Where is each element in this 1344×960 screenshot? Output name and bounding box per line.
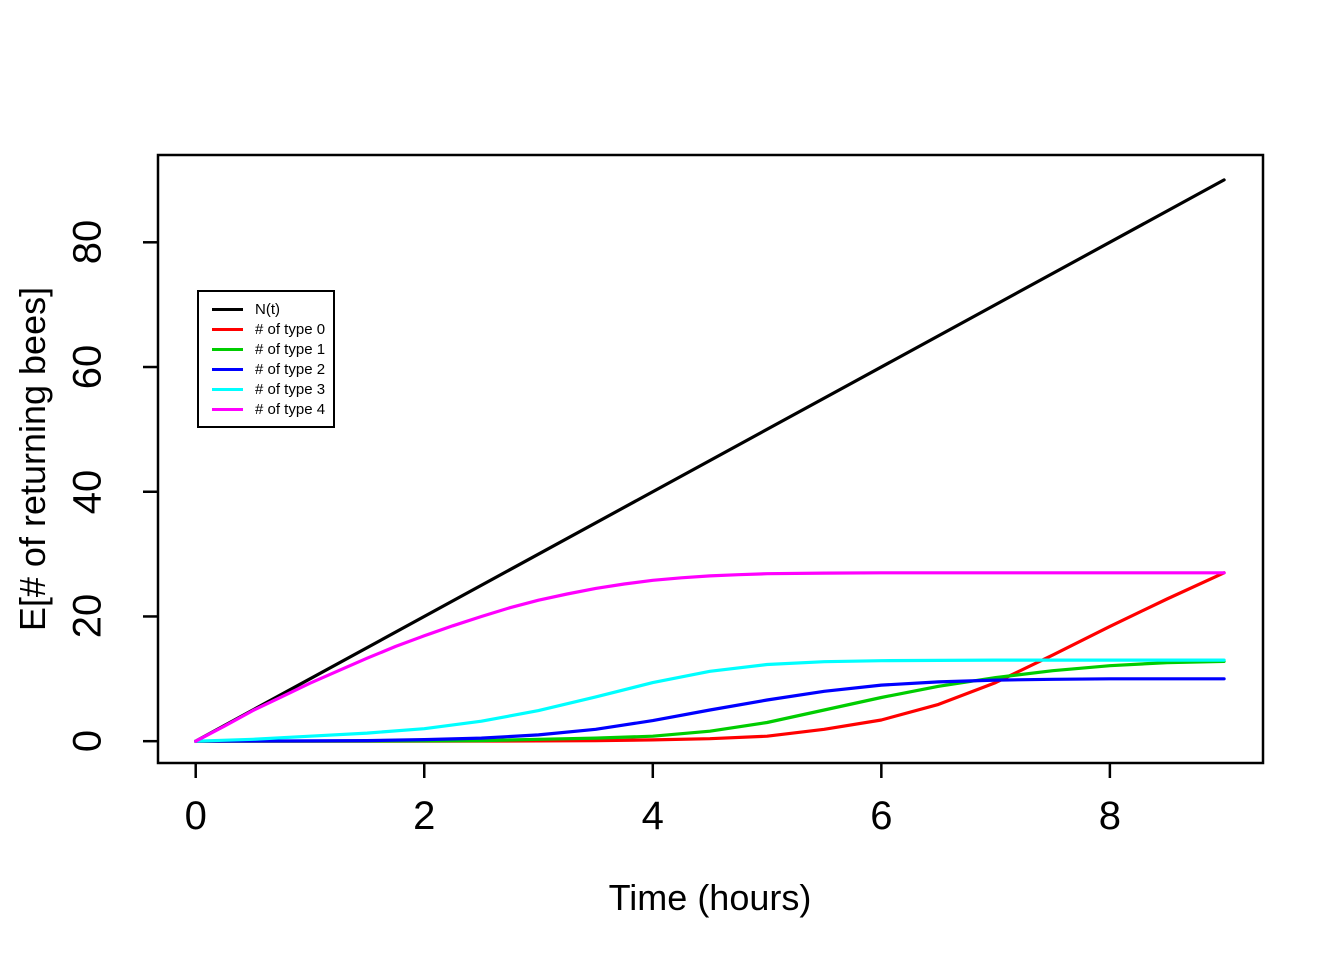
x-tick-label-3: 6: [870, 794, 893, 838]
legend-label: # of type 4: [255, 400, 326, 418]
legend-label: # of type 0: [255, 320, 326, 338]
legend-label: # of type 2: [255, 360, 326, 378]
legend-entry-5: # of type 4: [212, 399, 333, 419]
legend-label: # of type 3: [255, 380, 326, 398]
legend-label: # of type 1: [255, 340, 326, 358]
y-axis-title: E[# of returning bees]: [12, 286, 53, 632]
x-tick-label-0: 0: [184, 794, 207, 838]
curve-type3: [194, 658, 1226, 743]
legend-entry-1: # of type 0: [212, 319, 333, 339]
y-tick-label-2: 40: [65, 469, 110, 514]
x-tick-label-4: 8: [1098, 794, 1121, 838]
y-tick-label-3: 60: [65, 344, 110, 390]
legend-entry-4: # of type 3: [212, 379, 333, 399]
x-axis-title: Time (hours): [608, 877, 812, 918]
legend-line-sample: [212, 387, 243, 391]
legend-line-sample: [212, 347, 243, 351]
legend-line-sample: [212, 327, 243, 331]
y-tick-label-1: 20: [65, 594, 110, 639]
curve-N: [194, 178, 1226, 743]
legend-label: N(t): [255, 300, 280, 318]
legend-line-sample: [212, 307, 243, 311]
legend-entry-0: N(t): [212, 299, 333, 319]
legend-entry-3: # of type 2: [212, 359, 333, 379]
y-tick-label-0: 0: [65, 730, 110, 753]
legend-box: N(t) # of type 0 # of type 1 # of type 2 # o…: [197, 290, 335, 428]
x-tick-label-2: 4: [641, 794, 664, 838]
legend-line-sample: [212, 367, 243, 371]
legend-entry-2: # of type 1: [212, 339, 333, 359]
curve-type4: [194, 571, 1226, 743]
x-tick-label-1: 2: [413, 794, 436, 838]
y-tick-label-4: 80: [65, 220, 110, 265]
plot-border: [156, 153, 1265, 765]
legend-line-sample: [212, 407, 243, 411]
curve-type2: [194, 677, 1226, 743]
curve-type1: [194, 659, 1226, 743]
